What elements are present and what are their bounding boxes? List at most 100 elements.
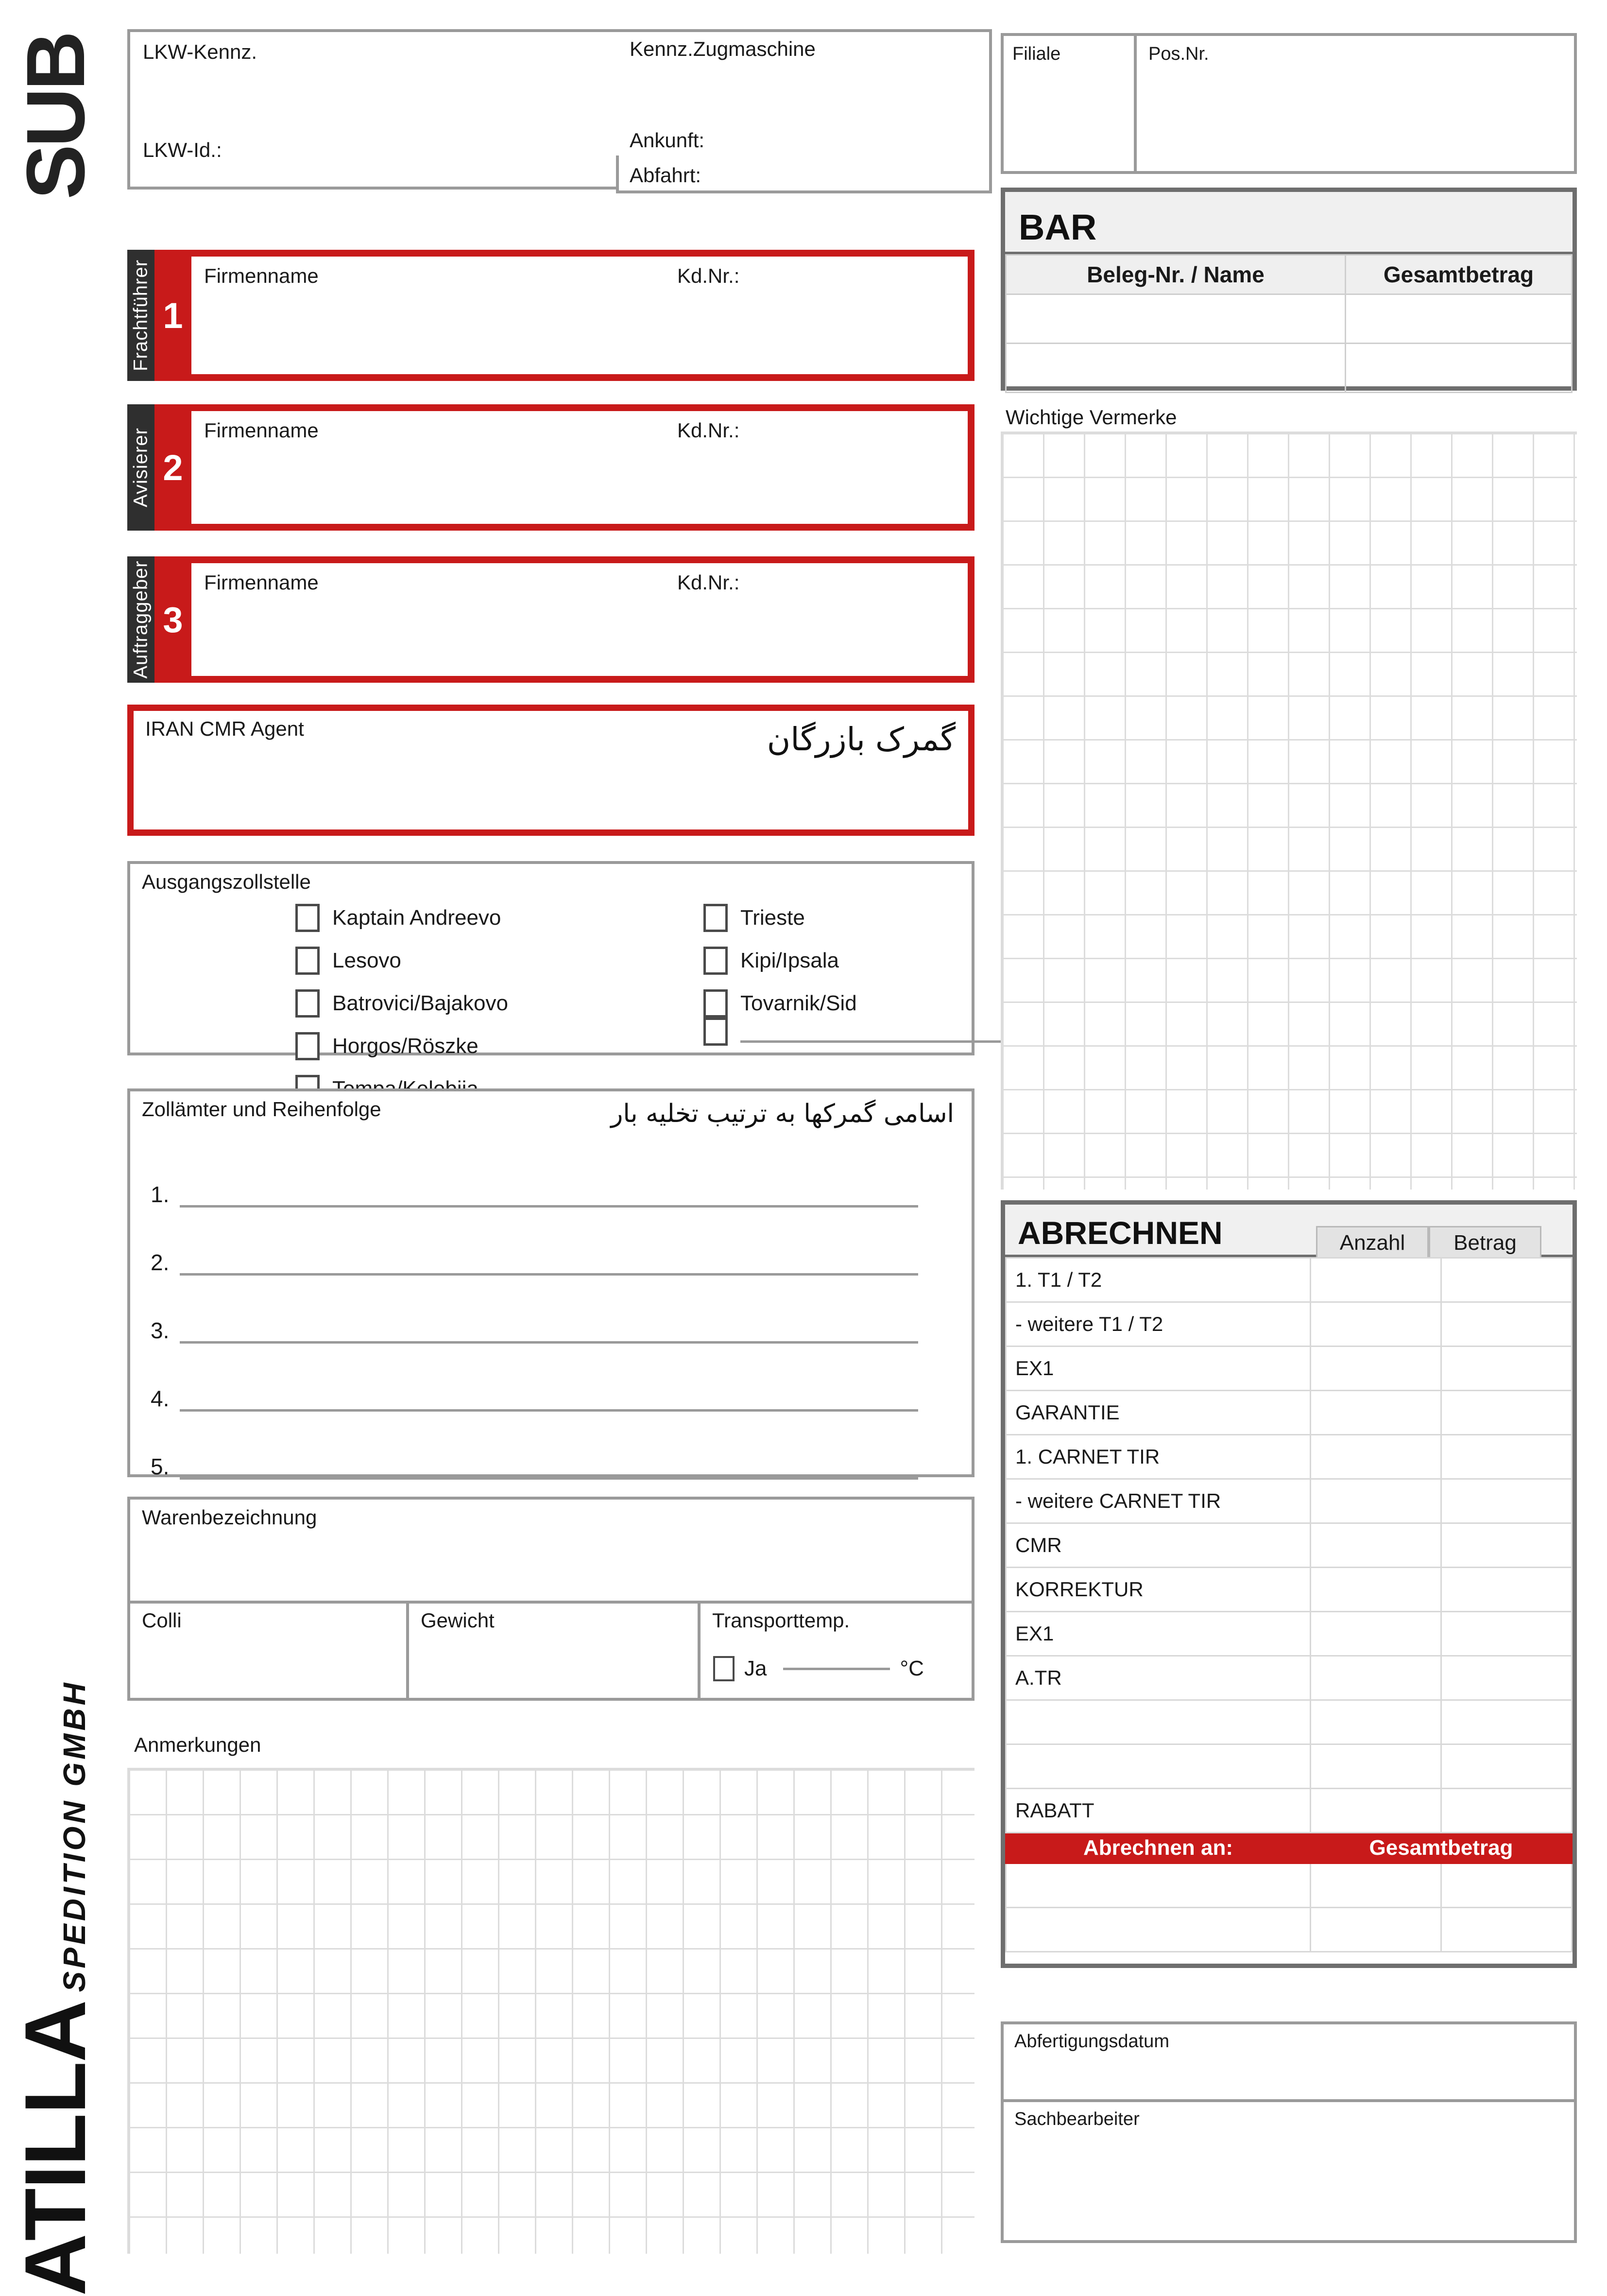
- abrechnen-footer-right[interactable]: [1310, 1907, 1442, 1952]
- zollaemter-line-5[interactable]: 5.: [151, 1453, 918, 1480]
- abrechnen-row-anzahl[interactable]: [1310, 1346, 1442, 1391]
- tractor-arrival-departure-box: [616, 155, 992, 193]
- abrechnen-row-anzahl[interactable]: [1310, 1522, 1442, 1568]
- abrechnen-row-betrag[interactable]: [1440, 1301, 1573, 1347]
- abrechnen-row-anzahl[interactable]: [1310, 1478, 1442, 1524]
- line-input[interactable]: [180, 1409, 918, 1412]
- zollaemter-line-2[interactable]: 2.: [151, 1249, 918, 1276]
- line-number: 4.: [151, 1386, 170, 1411]
- abrechnen-footer-right-2[interactable]: [1440, 1907, 1573, 1952]
- abrechnen-row-betrag[interactable]: [1440, 1655, 1573, 1701]
- bar-cell-total[interactable]: [1345, 343, 1573, 393]
- posnr-box[interactable]: Pos.Nr.: [1137, 33, 1577, 174]
- temperature-input[interactable]: [783, 1667, 890, 1670]
- lkw-kennz-input[interactable]: [142, 66, 628, 134]
- abrechnen-row-betrag[interactable]: [1440, 1611, 1573, 1657]
- lkw-id-input[interactable]: [142, 162, 628, 187]
- abrechnen-row-betrag[interactable]: [1440, 1788, 1573, 1833]
- checkbox-icon[interactable]: [703, 904, 728, 932]
- bar-cell-beleg[interactable]: [1005, 343, 1346, 393]
- abrechnen-row-anzahl[interactable]: [1310, 1744, 1442, 1789]
- bar-cell-total[interactable]: [1345, 293, 1573, 344]
- abrechnen-row-betrag[interactable]: [1440, 1744, 1573, 1789]
- filiale-box[interactable]: Filiale: [1001, 33, 1137, 174]
- zollaemter-line-1[interactable]: 1.: [151, 1181, 918, 1208]
- party-row-auftraggeber: Auftraggeber 3 Firmenname Kd.Nr.:: [127, 556, 974, 683]
- kdnr-label: Kd.Nr.:: [677, 419, 740, 442]
- table-row: [1005, 1744, 1573, 1789]
- abrechnen-row-label: 1. T1 / T2: [1005, 1257, 1311, 1303]
- abrechnen-row-anzahl[interactable]: [1310, 1390, 1442, 1435]
- abrechnen-row-anzahl[interactable]: [1310, 1257, 1442, 1303]
- abrechnen-row-betrag[interactable]: [1440, 1257, 1573, 1303]
- zollaemter-line-4[interactable]: 4.: [151, 1385, 918, 1412]
- abrechnen-row-anzahl[interactable]: [1310, 1301, 1442, 1347]
- checkbox-icon[interactable]: [295, 989, 320, 1018]
- abrechnen-row-label: [1005, 1699, 1311, 1745]
- abrechnen-row-betrag[interactable]: [1440, 1522, 1573, 1568]
- party-body-frachtfuehrer[interactable]: Firmenname Kd.Nr.:: [191, 250, 974, 381]
- sachbearbeiter-box[interactable]: Sachbearbeiter: [1001, 2102, 1577, 2243]
- wichtige-vermerke-grid[interactable]: [1001, 432, 1577, 1190]
- checkbox-icon[interactable]: [713, 1656, 735, 1681]
- party-tab-label: Auftraggeber: [130, 560, 152, 679]
- ankunft-input[interactable]: [758, 127, 972, 155]
- checkbox-icon[interactable]: [295, 947, 320, 975]
- abrechnen-row-anzahl[interactable]: [1310, 1788, 1442, 1833]
- abrechnen-row-anzahl[interactable]: [1310, 1434, 1442, 1480]
- abrechnen-footer-left[interactable]: [1005, 1907, 1311, 1952]
- abrechnen-row-label: - weitere CARNET TIR: [1005, 1478, 1311, 1524]
- abrechnen-row-betrag[interactable]: [1440, 1478, 1573, 1524]
- abrechnen-row-betrag[interactable]: [1440, 1390, 1573, 1435]
- checkbox-row-other[interactable]: [703, 1018, 1080, 1046]
- line-input[interactable]: [180, 1273, 918, 1276]
- abrechnen-footer-right[interactable]: [1310, 1863, 1442, 1908]
- party-body-auftraggeber[interactable]: Firmenname Kd.Nr.:: [191, 556, 974, 683]
- bar-cell-beleg[interactable]: [1005, 293, 1346, 344]
- colli-box[interactable]: Colli: [127, 1604, 409, 1701]
- kennz-zugmaschine-input[interactable]: [630, 63, 970, 121]
- checkbox-icon[interactable]: [703, 1018, 728, 1046]
- checkbox-icon[interactable]: [703, 947, 728, 975]
- iran-cmr-agent-box[interactable]: IRAN CMR Agent گمرک بازرگان: [127, 705, 974, 836]
- checkbox-icon[interactable]: [703, 989, 728, 1018]
- sachbearbeiter-label: Sachbearbeiter: [1014, 2109, 1140, 2129]
- abrechnen-row-anzahl[interactable]: [1310, 1611, 1442, 1657]
- anmerkungen-grid[interactable]: [127, 1768, 974, 2254]
- line-input[interactable]: [180, 1341, 918, 1344]
- table-row: CMR: [1005, 1522, 1573, 1568]
- line-input[interactable]: [180, 1205, 918, 1208]
- other-customs-office-input[interactable]: [740, 1021, 1080, 1043]
- bar-table-wrap: Beleg-Nr. / Name Gesamtbetrag: [1005, 254, 1573, 393]
- abfahrt-input[interactable]: [758, 162, 972, 190]
- checkbox-row-lesovo[interactable]: Lesovo: [295, 947, 626, 975]
- abrechnen-row-betrag[interactable]: [1440, 1567, 1573, 1612]
- abrechnen-row-anzahl[interactable]: [1310, 1655, 1442, 1701]
- checkbox-row-tovarnik-sid[interactable]: Tovarnik/Sid: [703, 989, 975, 1018]
- abrechnen-row-anzahl[interactable]: [1310, 1567, 1442, 1612]
- checkbox-row-batrovici-bajakovo[interactable]: Batrovici/Bajakovo: [295, 989, 626, 1018]
- ausgangszollstelle-left-column: Kaptain Andreevo Lesovo Batrovici/Bajako…: [295, 904, 626, 1118]
- abrechnen-row-label: KORREKTUR: [1005, 1567, 1311, 1612]
- checkbox-icon[interactable]: [295, 1032, 320, 1060]
- warenbezeichnung-box[interactable]: Warenbezeichnung: [127, 1497, 974, 1604]
- checkbox-icon[interactable]: [295, 904, 320, 932]
- checkbox-row-horgos-roeszke[interactable]: Horgos/Röszke: [295, 1032, 626, 1060]
- abrechnen-footer-right-2[interactable]: [1440, 1863, 1573, 1908]
- party-body-avisierer[interactable]: Firmenname Kd.Nr.:: [191, 404, 974, 531]
- gewicht-box[interactable]: Gewicht: [409, 1604, 701, 1701]
- abrechnen-row-betrag[interactable]: [1440, 1699, 1573, 1745]
- abrechnen-row-betrag[interactable]: [1440, 1434, 1573, 1480]
- sub-logo: SUB: [10, 34, 102, 200]
- abrechnen-row-anzahl[interactable]: [1310, 1699, 1442, 1745]
- checkbox-row-kipi-ipsala[interactable]: Kipi/Ipsala: [703, 947, 975, 975]
- abrechnen-footer-left[interactable]: [1005, 1863, 1311, 1908]
- line-input[interactable]: [180, 1477, 918, 1480]
- checkbox-row-kaptain-andreevo[interactable]: Kaptain Andreevo: [295, 904, 626, 932]
- table-row: GARANTIE: [1005, 1390, 1573, 1435]
- kennz-zugmaschine-label: Kennz.Zugmaschine: [630, 37, 816, 60]
- abfertigungsdatum-box[interactable]: Abfertigungsdatum: [1001, 2021, 1577, 2102]
- abrechnen-row-betrag[interactable]: [1440, 1346, 1573, 1391]
- checkbox-row-trieste[interactable]: Trieste: [703, 904, 975, 932]
- zollaemter-line-3[interactable]: 3.: [151, 1317, 918, 1344]
